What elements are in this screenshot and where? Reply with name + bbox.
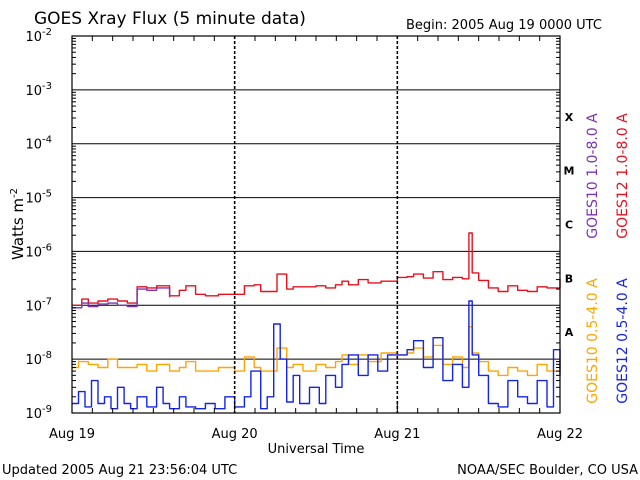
grid-lines [72, 35, 560, 414]
series-line [72, 287, 171, 309]
y-tick-base: 10 [25, 245, 42, 260]
y-tick-label: 10-6 [25, 242, 52, 260]
flare-class-label: M [564, 165, 575, 178]
x-tick-label: Aug 22 [537, 427, 583, 442]
y-axis-label-exponent: -2 [9, 188, 20, 198]
legend-entry: GOES10 0.5-4.0 A [585, 278, 601, 404]
legend: GOES12 1.0-8.0 A GOES10 1.0-8.0 A GOES10 0… [585, 113, 631, 404]
y-axis-ticks: 10-910-810-710-610-510-410-310-2 [25, 27, 560, 422]
x-tick-label: Aug 21 [374, 427, 420, 442]
legend-entry: GOES12 0.5-4.0 A [615, 278, 631, 404]
flare-class-label: C [565, 219, 573, 232]
y-tick-label: 10-3 [25, 81, 52, 99]
y-tick-base: 10 [25, 299, 42, 314]
y-tick-label: 10-2 [25, 27, 52, 45]
series-line [72, 300, 561, 410]
y-tick-base: 10 [25, 30, 42, 45]
legend-entry: GOES10 1.0-8.0 A [585, 113, 601, 239]
y-tick-base: 10 [25, 84, 42, 99]
y-tick-exponent: -8 [42, 350, 52, 361]
y-axis-label-text: Watts m [9, 198, 27, 260]
y-tick-base: 10 [25, 138, 42, 153]
y-tick-exponent: -3 [42, 81, 52, 92]
x-tick-label: Aug 19 [49, 427, 95, 442]
y-tick-base: 10 [25, 407, 42, 422]
x-tick-label: Aug 20 [212, 427, 258, 442]
legend-entry: GOES12 1.0-8.0 A [615, 113, 631, 239]
y-tick-base: 10 [25, 353, 42, 368]
y-tick-exponent: -2 [42, 27, 52, 38]
y-tick-exponent: -5 [42, 189, 52, 200]
flare-class-label: B [565, 272, 573, 285]
flare-class-labels: A B C M X [564, 111, 575, 339]
x-axis-label: Universal Time [268, 442, 365, 457]
y-tick-label: 10-9 [25, 404, 52, 422]
y-tick-label: 10-4 [25, 135, 52, 153]
y-tick-exponent: -4 [42, 135, 52, 146]
y-tick-label: 10-8 [25, 350, 52, 368]
footer-source: NOAA/SEC Boulder, CO USA [457, 463, 638, 478]
flare-class-label: X [565, 111, 574, 124]
footer-updated: Updated 2005 Aug 21 23:56:04 UTC [2, 463, 237, 478]
series-line [72, 232, 561, 306]
y-tick-exponent: -6 [42, 242, 52, 253]
x-axis-ticks: Aug 19 Aug 20 Aug 21 Aug 22 [49, 36, 583, 442]
y-tick-label: 10-7 [25, 296, 52, 314]
y-axis-label: Watts m-2 [9, 188, 27, 260]
y-tick-label: 10-5 [25, 189, 52, 207]
y-tick-exponent: -9 [42, 404, 52, 415]
y-tick-exponent: -7 [42, 296, 52, 307]
series-layer [72, 232, 561, 410]
day-dividers [233, 36, 399, 413]
y-tick-base: 10 [25, 192, 42, 207]
flare-class-label: A [565, 326, 574, 339]
begin-label: Begin: 2005 Aug 19 0000 UTC [406, 18, 602, 33]
chart-title: GOES Xray Flux (5 minute data) [34, 9, 306, 29]
